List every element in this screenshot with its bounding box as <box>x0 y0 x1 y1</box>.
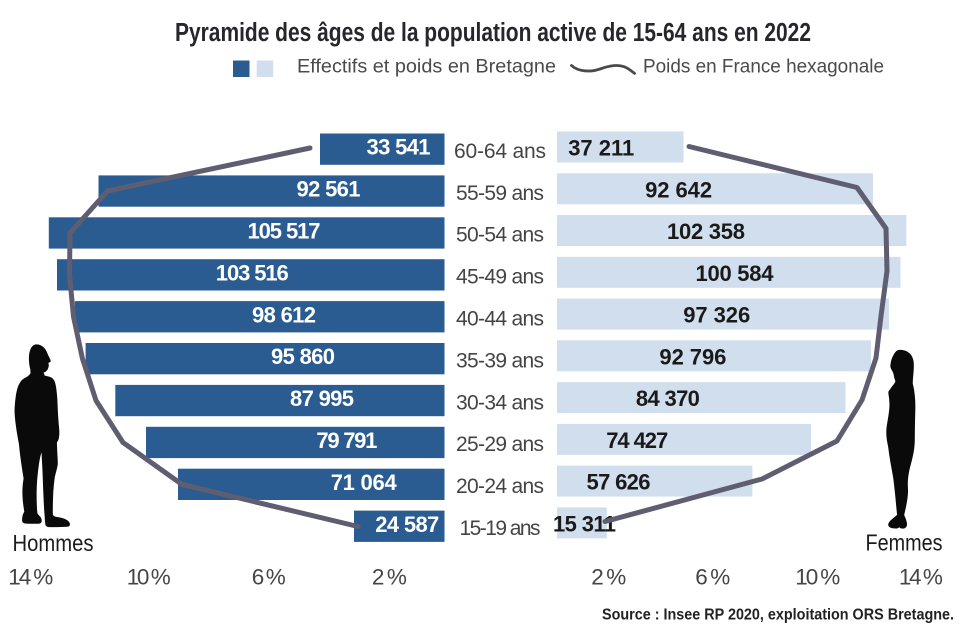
svg-text:74 427: 74 427 <box>606 428 668 453</box>
svg-text:92 561: 92 561 <box>297 177 361 202</box>
svg-text:50-54 ans: 50-54 ans <box>456 224 544 247</box>
svg-text:2 %: 2 % <box>591 565 626 590</box>
svg-text:87 995: 87 995 <box>290 386 354 411</box>
svg-text:40-44 ans: 40-44 ans <box>456 308 544 331</box>
svg-text:103 516: 103 516 <box>216 260 289 285</box>
svg-text:6 %: 6 % <box>695 565 730 590</box>
svg-text:25-29 ans: 25-29 ans <box>456 433 544 456</box>
svg-text:24 587: 24 587 <box>375 512 439 537</box>
svg-text:102 358: 102 358 <box>667 219 745 244</box>
svg-text:Effectifs et poids en Bretagne: Effectifs et poids en Bretagne <box>297 56 556 78</box>
svg-text:79 791: 79 791 <box>316 428 377 453</box>
svg-text:84 370: 84 370 <box>636 386 700 411</box>
svg-text:55-59 ans: 55-59 ans <box>456 182 544 205</box>
svg-text:15-19 ans: 15-19 ans <box>460 517 541 540</box>
svg-text:Hommes: Hommes <box>13 530 94 556</box>
svg-text:92 642: 92 642 <box>645 177 712 202</box>
svg-text:10 %: 10 % <box>795 565 840 590</box>
svg-text:37 211: 37 211 <box>568 136 634 161</box>
svg-text:60-64 ans: 60-64 ans <box>454 140 546 163</box>
svg-text:Poids en France hexagonale: Poids en France hexagonale <box>643 56 884 78</box>
svg-text:97 326: 97 326 <box>683 303 750 328</box>
svg-text:92 796: 92 796 <box>659 344 726 369</box>
svg-text:45-49 ans: 45-49 ans <box>456 266 544 289</box>
svg-text:15 311: 15 311 <box>553 511 616 536</box>
svg-text:20-24 ans: 20-24 ans <box>456 475 544 498</box>
svg-text:Pyramide des âges de la popula: Pyramide des âges de la population activ… <box>175 19 811 47</box>
svg-text:10 %: 10 % <box>127 565 171 590</box>
svg-text:30-34 ans: 30-34 ans <box>456 391 544 414</box>
svg-text:95 860: 95 860 <box>271 344 335 369</box>
svg-text:71 064: 71 064 <box>331 470 398 495</box>
svg-text:98 612: 98 612 <box>252 302 316 327</box>
svg-text:14 %: 14 % <box>8 565 53 590</box>
svg-text:2 %: 2 % <box>372 565 407 590</box>
svg-text:35-39 ans: 35-39 ans <box>456 349 544 372</box>
svg-text:100 584: 100 584 <box>696 261 775 286</box>
svg-text:Source : Insee RP 2020, exploi: Source : Insee RP 2020, exploitation ORS… <box>602 606 954 623</box>
svg-text:14 %: 14 % <box>899 565 943 590</box>
svg-text:Femmes: Femmes <box>866 530 943 556</box>
svg-text:6 %: 6 % <box>252 565 286 590</box>
svg-text:33 541: 33 541 <box>367 135 431 160</box>
svg-text:105 517: 105 517 <box>248 219 321 244</box>
svg-text:57 626: 57 626 <box>587 470 651 495</box>
